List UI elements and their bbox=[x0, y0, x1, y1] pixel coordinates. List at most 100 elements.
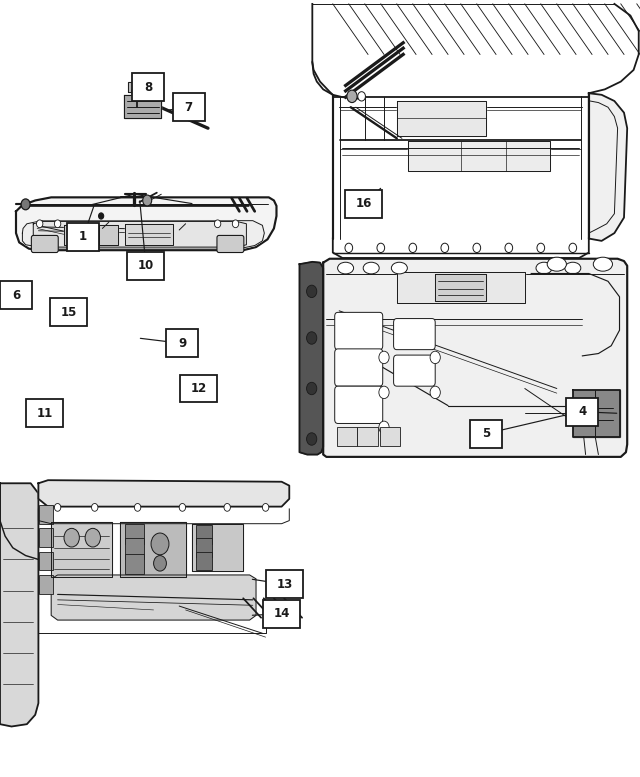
Text: 8: 8 bbox=[145, 81, 152, 93]
Polygon shape bbox=[64, 225, 83, 245]
Polygon shape bbox=[192, 524, 243, 571]
Circle shape bbox=[430, 351, 440, 364]
Circle shape bbox=[54, 503, 61, 511]
Text: 5: 5 bbox=[483, 427, 490, 440]
Text: 16: 16 bbox=[355, 197, 372, 210]
Circle shape bbox=[54, 220, 61, 228]
Ellipse shape bbox=[338, 262, 354, 274]
Circle shape bbox=[151, 533, 169, 555]
Circle shape bbox=[379, 386, 389, 399]
Polygon shape bbox=[22, 221, 264, 248]
Polygon shape bbox=[124, 95, 161, 118]
FancyBboxPatch shape bbox=[335, 386, 383, 423]
Circle shape bbox=[345, 243, 353, 253]
Text: 11: 11 bbox=[36, 407, 53, 420]
Polygon shape bbox=[323, 259, 627, 457]
FancyBboxPatch shape bbox=[335, 312, 383, 350]
Circle shape bbox=[307, 285, 317, 298]
Polygon shape bbox=[589, 93, 627, 241]
FancyBboxPatch shape bbox=[127, 252, 164, 280]
FancyBboxPatch shape bbox=[394, 319, 435, 350]
Text: 6: 6 bbox=[12, 289, 20, 301]
FancyBboxPatch shape bbox=[31, 235, 58, 253]
FancyBboxPatch shape bbox=[337, 427, 357, 446]
Circle shape bbox=[133, 81, 141, 90]
Circle shape bbox=[85, 528, 100, 547]
Ellipse shape bbox=[364, 262, 380, 274]
FancyBboxPatch shape bbox=[470, 420, 502, 448]
FancyBboxPatch shape bbox=[39, 552, 53, 570]
Polygon shape bbox=[125, 224, 173, 245]
Polygon shape bbox=[435, 274, 486, 301]
Circle shape bbox=[379, 421, 389, 434]
Polygon shape bbox=[120, 522, 186, 577]
Circle shape bbox=[262, 503, 269, 511]
Ellipse shape bbox=[564, 262, 581, 274]
Text: 13: 13 bbox=[276, 578, 293, 591]
Text: 10: 10 bbox=[138, 260, 154, 272]
Circle shape bbox=[358, 92, 365, 101]
Circle shape bbox=[214, 220, 221, 228]
FancyBboxPatch shape bbox=[357, 427, 378, 446]
FancyBboxPatch shape bbox=[266, 570, 303, 598]
Circle shape bbox=[307, 332, 317, 344]
Circle shape bbox=[64, 528, 79, 547]
Circle shape bbox=[36, 220, 43, 228]
FancyBboxPatch shape bbox=[380, 427, 400, 446]
Circle shape bbox=[232, 220, 239, 228]
Ellipse shape bbox=[392, 262, 408, 274]
Polygon shape bbox=[573, 390, 620, 437]
FancyBboxPatch shape bbox=[0, 281, 32, 309]
FancyBboxPatch shape bbox=[26, 399, 63, 427]
FancyBboxPatch shape bbox=[196, 552, 212, 570]
Circle shape bbox=[99, 213, 104, 219]
Polygon shape bbox=[16, 197, 276, 250]
Circle shape bbox=[307, 433, 317, 445]
Circle shape bbox=[441, 243, 449, 253]
Circle shape bbox=[379, 351, 389, 364]
Polygon shape bbox=[33, 221, 246, 247]
FancyBboxPatch shape bbox=[394, 355, 435, 386]
Text: 14: 14 bbox=[273, 608, 290, 620]
FancyBboxPatch shape bbox=[196, 525, 212, 544]
Ellipse shape bbox=[593, 257, 612, 271]
Circle shape bbox=[224, 503, 230, 511]
Text: 9: 9 bbox=[179, 337, 186, 350]
FancyBboxPatch shape bbox=[166, 329, 198, 357]
Circle shape bbox=[21, 199, 30, 210]
FancyBboxPatch shape bbox=[39, 528, 53, 547]
Circle shape bbox=[505, 243, 513, 253]
FancyBboxPatch shape bbox=[196, 538, 212, 557]
Polygon shape bbox=[397, 272, 525, 303]
Polygon shape bbox=[408, 141, 550, 171]
Text: 15: 15 bbox=[60, 306, 77, 319]
Circle shape bbox=[430, 386, 440, 399]
Text: 7: 7 bbox=[185, 101, 193, 113]
FancyBboxPatch shape bbox=[125, 538, 144, 559]
Text: 4: 4 bbox=[579, 406, 586, 418]
Ellipse shape bbox=[547, 257, 566, 271]
FancyBboxPatch shape bbox=[335, 349, 383, 386]
Text: 1: 1 bbox=[79, 231, 87, 243]
FancyBboxPatch shape bbox=[263, 600, 300, 628]
Polygon shape bbox=[397, 101, 486, 136]
Circle shape bbox=[134, 503, 141, 511]
Polygon shape bbox=[300, 262, 323, 455]
Polygon shape bbox=[51, 575, 256, 620]
Circle shape bbox=[154, 556, 166, 571]
Circle shape bbox=[132, 85, 142, 98]
FancyBboxPatch shape bbox=[345, 190, 382, 218]
Circle shape bbox=[569, 243, 577, 253]
FancyBboxPatch shape bbox=[125, 524, 144, 544]
Polygon shape bbox=[128, 82, 146, 92]
Polygon shape bbox=[99, 225, 118, 245]
Circle shape bbox=[409, 243, 417, 253]
Circle shape bbox=[307, 382, 317, 395]
FancyBboxPatch shape bbox=[67, 223, 99, 251]
FancyBboxPatch shape bbox=[566, 398, 598, 426]
FancyBboxPatch shape bbox=[132, 73, 164, 101]
Circle shape bbox=[377, 243, 385, 253]
FancyBboxPatch shape bbox=[173, 93, 205, 121]
Circle shape bbox=[179, 503, 186, 511]
Circle shape bbox=[143, 195, 152, 206]
